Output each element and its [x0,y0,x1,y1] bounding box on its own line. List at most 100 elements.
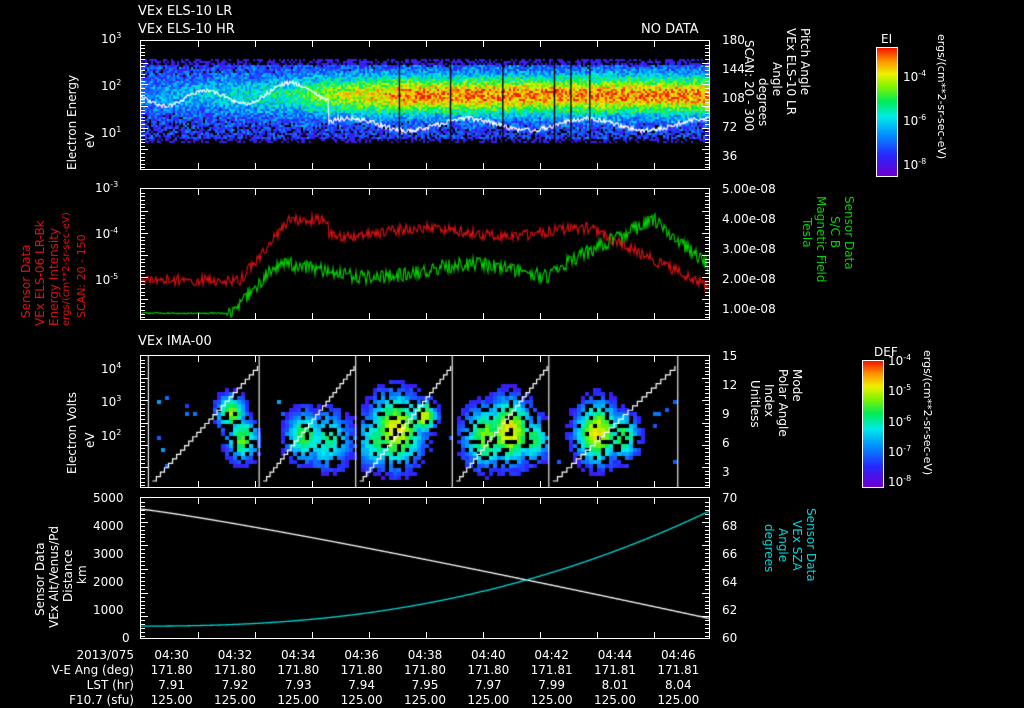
panel2-left-label-sensor-data: Sensor Data [19,244,33,318]
axis-tick-minor [141,59,145,61]
axis-tick-minor [705,418,709,420]
panel1-colorbar-units: ergs/(cm**2-sr-sec-eV) [935,34,948,160]
axis-tick-minor [705,448,709,450]
axis-tick-minor [141,102,145,104]
table-cell-f107: 125.00 [467,693,510,707]
axis-tick-minor [705,69,709,71]
table-row-label-date: 2013/075 [76,648,135,662]
axis-tick-minor [141,529,145,531]
axis-tick-minor [141,632,145,634]
axis-tick-minor [705,481,709,483]
axis-tick [198,41,199,47]
panel2-rtick-2: 3.00e-08 [722,242,776,256]
panel2-right-label-tesla: Tesla [800,218,814,248]
panel4-lineplot[interactable] [140,497,710,639]
panel2-left-label-scan: SCAN: 20 - 150 [75,234,88,318]
panel2-left-label-units: ergs/(cm**2-sr-sec-eV) [61,212,72,326]
table-cell-ve_ang: 171.81 [530,663,573,677]
axis-tick-minor [705,288,709,289]
axis-tick-minor [141,255,148,256]
panel3-right-label-index: Index [762,384,776,418]
axis-tick [198,481,199,487]
panel1-title-lr: VEx ELS-10 LR [138,4,233,19]
axis-tick-minor [705,48,709,50]
axis-tick-minor [141,433,145,435]
axis-tick-minor [141,302,145,304]
panel1-cbtick-2: 10-8 [903,157,927,172]
axis-tick-minor [141,612,145,614]
axis-tick-minor [705,433,709,435]
axis-tick [255,481,256,487]
table-cell-ve_ang: 171.80 [340,663,383,677]
panel2-lineplot[interactable] [140,188,710,320]
axis-tick [426,41,427,47]
table-cell-lst: 8.01 [601,678,629,692]
axis-tick-minor [705,463,709,465]
axis-tick-minor [141,429,145,431]
axis-tick-minor [705,359,709,361]
table-cell-time: 04:38 [407,648,443,662]
axis-tick-minor [141,374,145,376]
axis-tick-minor [141,509,145,511]
panel1-spectrogram[interactable] [140,40,710,170]
axis-tick-minor [141,62,148,64]
axis-tick [540,189,541,195]
panel1-right-label-scan: SCAN: 20 - 300 [742,40,756,132]
axis-tick-minor [705,59,709,61]
panel3-colorbar[interactable] [862,360,884,488]
axis-tick-minor [141,44,145,46]
axis-tick-minor [141,418,145,420]
axis-tick-minor [705,116,709,118]
axis-tick [369,163,370,169]
panel1-colorbar[interactable] [876,47,898,177]
panel4-rtick-64: 64 [722,575,738,589]
axis-tick-minor [141,444,148,446]
axis-tick-minor [141,455,145,457]
axis-tick-minor [141,77,145,79]
table-cell-time: 04:32 [217,648,253,662]
axis-tick-minor [705,266,709,267]
axis-tick [426,313,427,319]
axis-tick-minor [702,255,709,256]
axis-tick-minor [141,222,145,223]
axis-tick-minor [141,584,145,586]
axis-tick-minor [141,156,145,158]
axis-tick-minor [141,91,145,93]
panel3-rtick-15: 15 [722,349,738,363]
axis-tick-minor [702,84,709,86]
axis-tick-minor [141,95,145,97]
axis-tick [654,41,655,47]
panel2-ytick-m3: 10-3 [95,180,119,195]
axis-tick [654,632,655,638]
axis-tick-minor [141,48,145,50]
axis-tick-minor [705,549,709,551]
axis-tick-minor [705,269,709,271]
panel3-spectrogram[interactable] [140,355,710,488]
axis-tick-minor [705,474,709,476]
table-row-label-f107: F10.7 (sfu) [69,693,134,707]
panel4-right-label-degrees: degrees [762,524,776,573]
panel4-right-label-sza: VEx SZA [790,520,804,571]
table-cell-f107: 125.00 [404,693,446,707]
axis-tick-minor [141,269,145,271]
axis-tick [597,41,598,47]
axis-tick-minor [705,588,709,590]
axis-tick-minor [705,632,709,634]
axis-tick-minor [702,521,709,523]
panel1-rtick-36: 36 [722,149,738,163]
table-cell-lst: 7.97 [474,678,502,692]
axis-tick-minor [705,370,709,372]
table-cell-ve_ang: 171.80 [467,663,510,677]
axis-tick-minor [141,113,145,115]
axis-tick [369,41,370,47]
axis-tick-minor [705,124,709,126]
axis-tick-minor [705,95,709,97]
table-cell-time: 04:34 [281,648,316,662]
panel1-no-data-label: NO DATA [641,22,699,37]
panel1-ytick-3: 103 [101,31,122,46]
axis-tick-minor [141,569,148,570]
axis-tick-minor [141,98,145,100]
axis-tick-minor [141,80,145,82]
axis-tick-minor [141,69,145,71]
axis-tick-minor [705,44,709,46]
